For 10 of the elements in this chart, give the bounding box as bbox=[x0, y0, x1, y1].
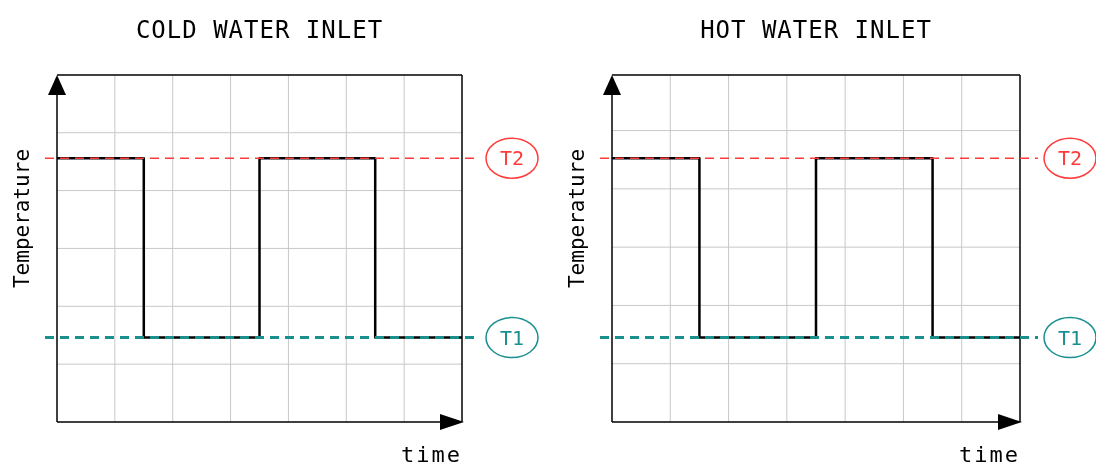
x-axis-title: time bbox=[959, 442, 1020, 467]
ref-line-label: T1 bbox=[1057, 325, 1083, 350]
y-axis-title: Temperature bbox=[10, 148, 34, 289]
chart-title: COLD WATER INLET bbox=[135, 16, 384, 44]
y-axis-title: Temperature bbox=[565, 148, 589, 289]
chart-title: HOT WATER INLET bbox=[700, 16, 932, 44]
ref-line-label: T1 bbox=[499, 325, 525, 350]
ref-line-label: T2 bbox=[499, 146, 525, 171]
x-axis-title: time bbox=[401, 442, 462, 467]
ref-line-label: T2 bbox=[1057, 146, 1083, 171]
